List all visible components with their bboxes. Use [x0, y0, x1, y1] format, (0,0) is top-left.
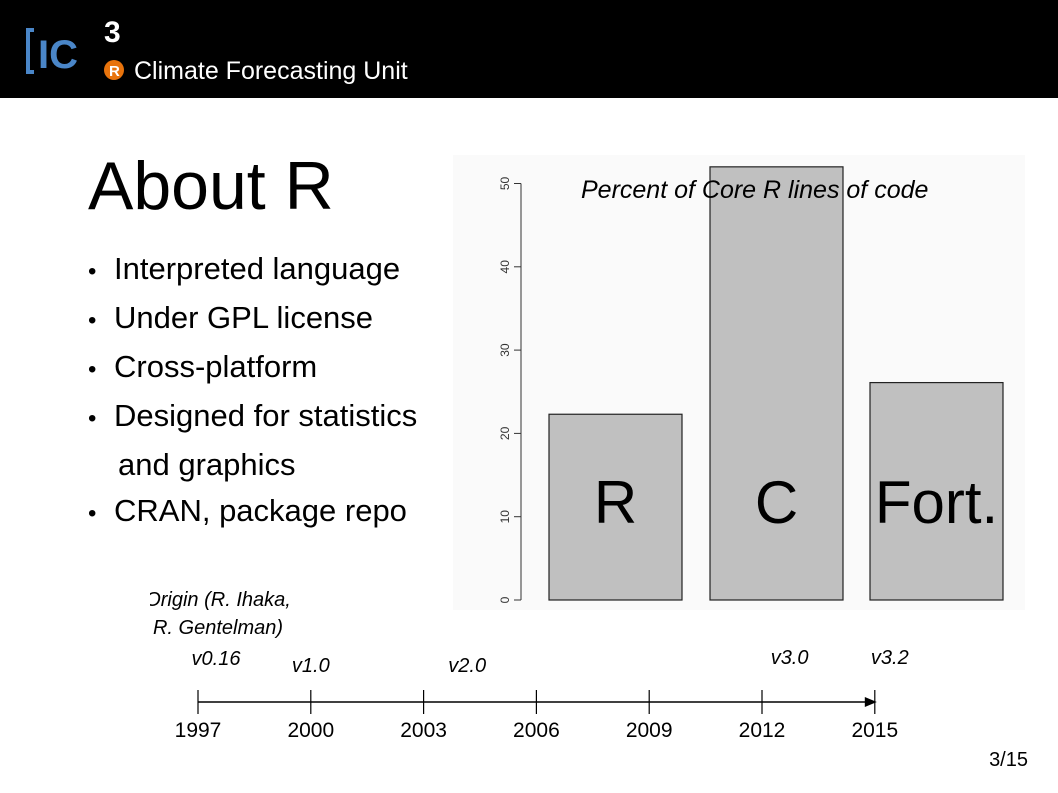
svg-text:IC: IC	[38, 33, 78, 77]
timeline-year-label: 2000	[287, 719, 334, 742]
timeline-year-label: 2003	[400, 719, 447, 742]
bullet-item: and graphics	[88, 442, 417, 488]
bullet-dot-icon: •	[88, 500, 97, 527]
y-tick-label: 0	[498, 596, 512, 603]
bullet-dot-icon: •	[88, 307, 97, 334]
bar	[548, 413, 683, 601]
version-label: v1.0	[292, 655, 330, 677]
bar	[709, 166, 844, 601]
version-label: v3.0	[771, 647, 809, 669]
org-name: Climate Forecasting Unit	[134, 57, 408, 85]
bullet-text: Designed for statistics	[114, 398, 418, 433]
timeline-year-label: 2015	[851, 719, 898, 742]
slide-title: About R	[88, 148, 334, 224]
bullet-dot-icon: •	[88, 356, 97, 383]
bar-category-label: C	[755, 469, 798, 536]
bullet-text: Interpreted language	[114, 251, 401, 286]
y-tick-label: 50	[498, 177, 512, 191]
ic3-logo-icon: IC 3 R	[26, 16, 124, 80]
bullet-item: • CRAN, package repo	[88, 488, 417, 537]
origin-note: Origin (R. Ihaka,	[150, 589, 291, 611]
timeline-year-label: 2009	[626, 719, 673, 742]
timeline-year-label: 2012	[739, 719, 786, 742]
y-tick-label: 40	[498, 260, 512, 274]
bullet-item: • Under GPL license	[88, 295, 417, 344]
bar	[869, 381, 1004, 601]
y-tick-label: 10	[498, 510, 512, 524]
bar-category-label: R	[594, 469, 637, 536]
header-bar: IC 3 R Climate Forecasting Unit	[0, 0, 1058, 98]
bullet-item: • Cross-platform	[88, 344, 417, 393]
bullet-text: CRAN, package repo	[114, 493, 407, 528]
timeline-year-label: 1997	[175, 719, 222, 742]
bullet-item: • Designed for statistics	[88, 393, 417, 442]
bullet-text: and graphics	[118, 447, 296, 482]
timeline-year-label: 2006	[513, 719, 560, 742]
bullet-text: Cross-platform	[114, 349, 318, 384]
bar-category-label: Fort.	[875, 469, 998, 536]
bar-chart: 0 10 20 30 40 50 R C Fort.	[453, 155, 1025, 610]
version-label: v2.0	[448, 655, 486, 677]
bullet-item: • Interpreted language	[88, 246, 417, 295]
bullet-list: • Interpreted language • Under GPL license •…	[88, 246, 417, 537]
bullet-dot-icon: •	[88, 258, 97, 285]
timeline-arrow-icon	[864, 697, 877, 707]
page-number: 3/15	[989, 749, 1028, 771]
version-label: v3.2	[871, 647, 909, 669]
chart-title: Percent of Core R lines of code	[581, 176, 929, 204]
version-timeline: 1997 2000 2003 2006 2009 2012 2015 v0.16 Origin …	[150, 589, 909, 742]
svg-text:R: R	[109, 63, 120, 80]
origin-note: R. Gentelman)	[153, 617, 283, 639]
y-tick-label: 30	[498, 343, 512, 357]
bullet-dot-icon: •	[88, 405, 97, 432]
version-label: v0.16	[192, 648, 242, 670]
bullet-text: Under GPL license	[114, 300, 374, 335]
y-tick-label: 20	[498, 426, 512, 440]
svg-text:3: 3	[104, 16, 121, 49]
